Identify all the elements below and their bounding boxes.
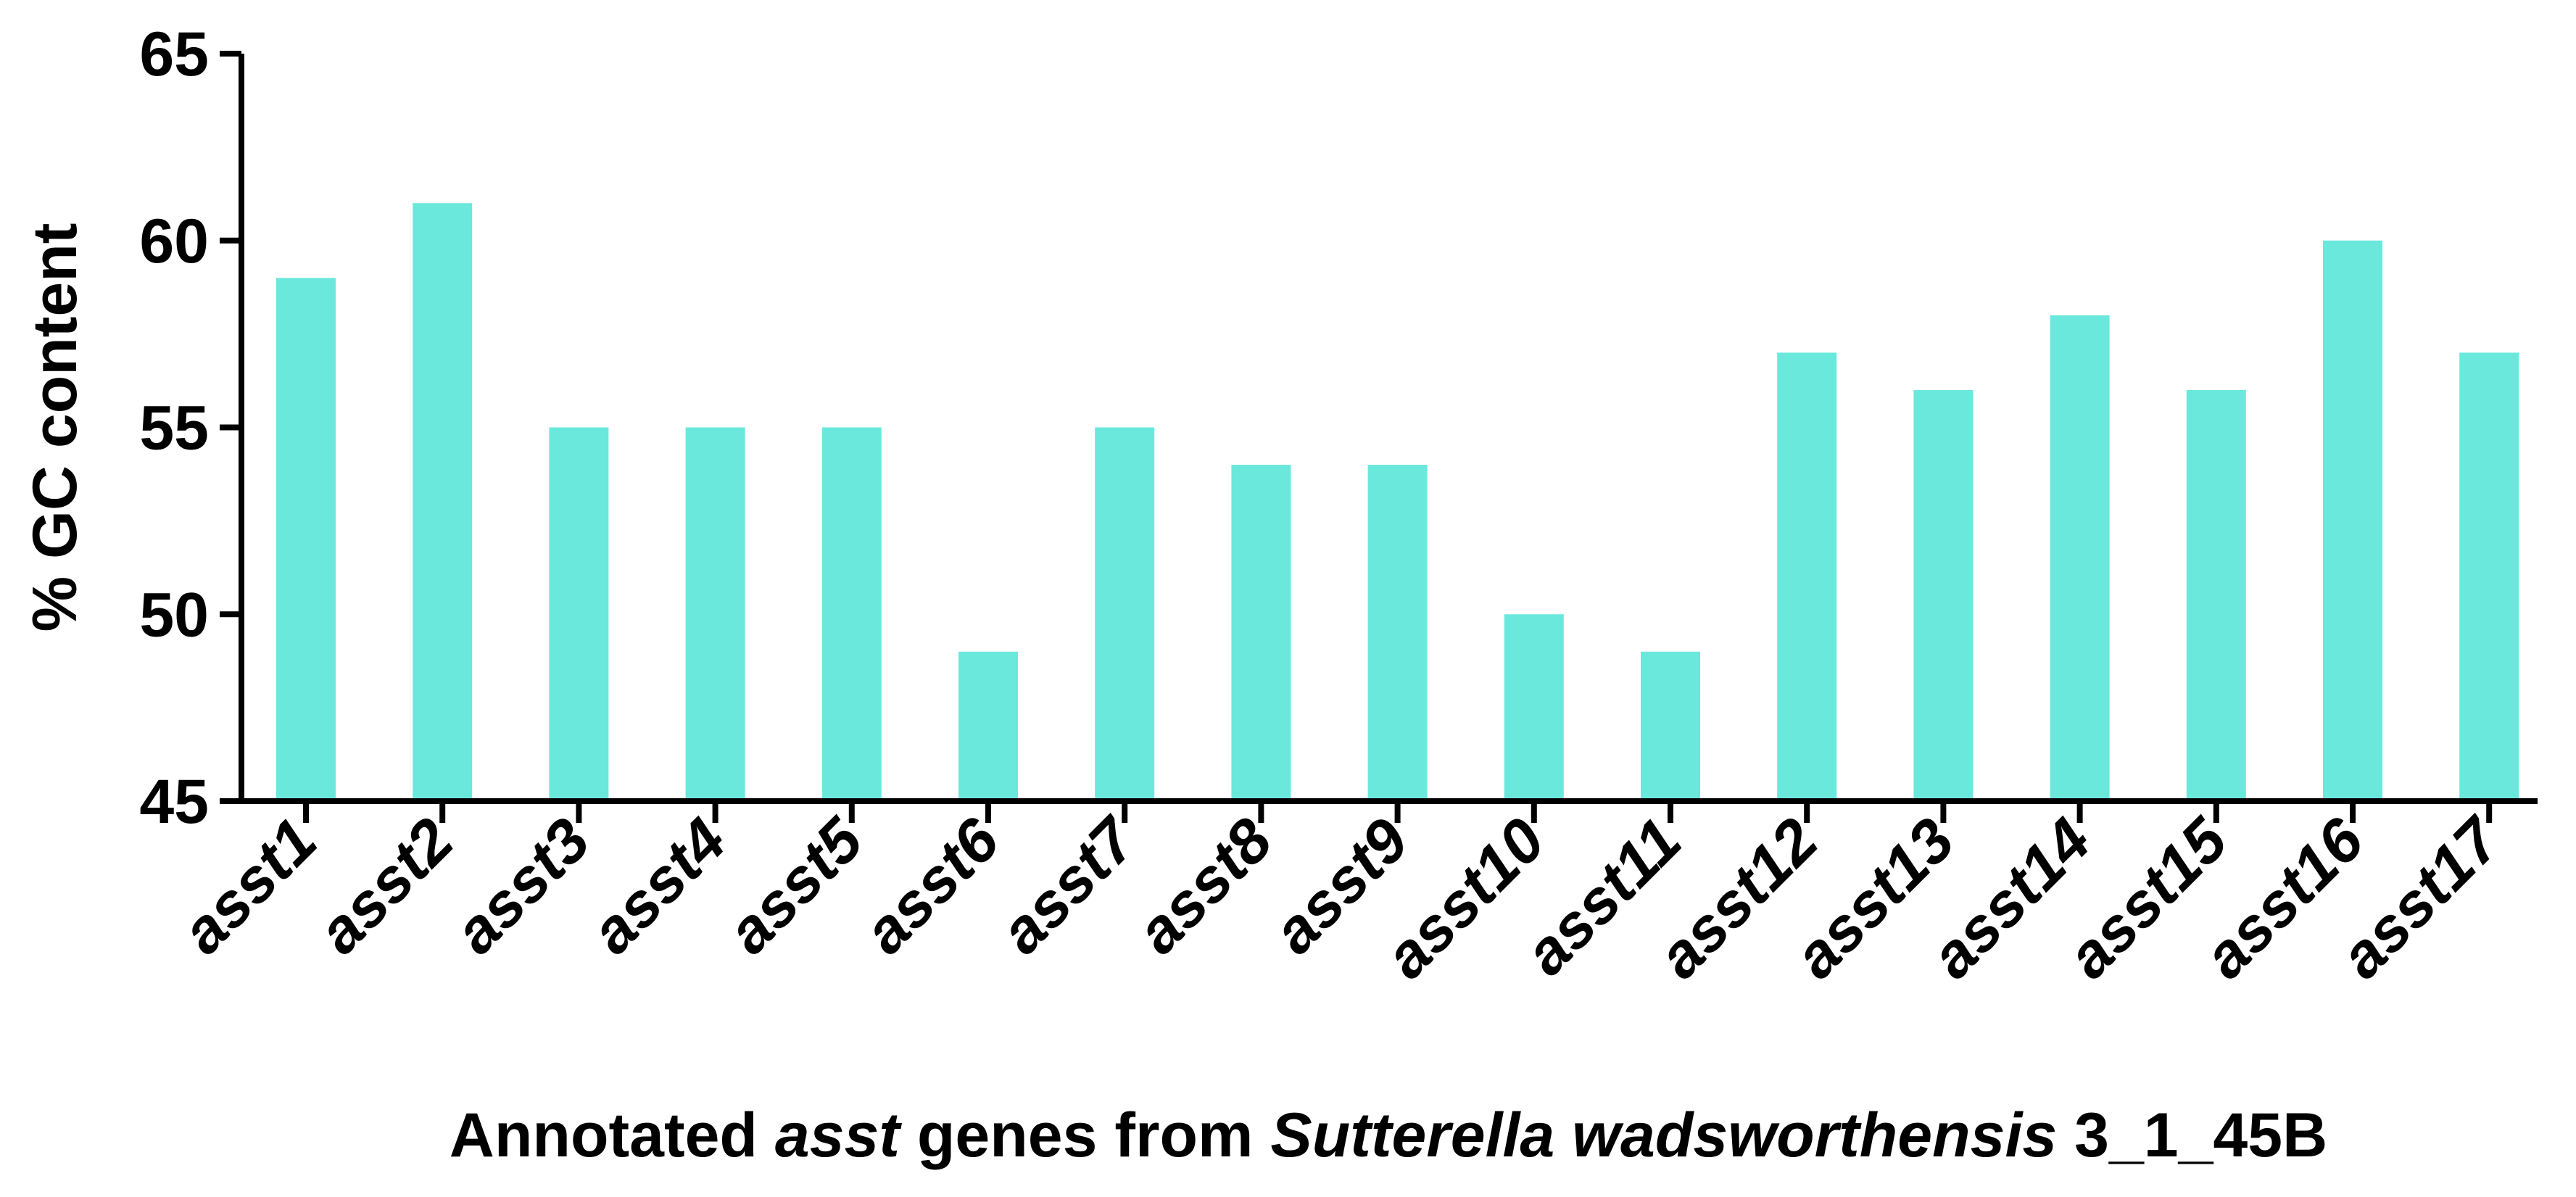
x-tick-label-asst6: asst6	[850, 805, 1013, 967]
bar-asst10	[1504, 614, 1564, 801]
x-tick-label-asst5: asst5	[714, 805, 877, 967]
bar-asst15	[2186, 389, 2246, 801]
bar-asst16	[2323, 240, 2382, 801]
bar-asst6	[958, 651, 1018, 801]
y-axis-ticks: 45 50 55 60 65	[139, 20, 241, 837]
bar-asst2	[413, 203, 473, 801]
y-tick-label: 55	[139, 394, 209, 463]
x-tick-label-asst8: asst8	[1123, 805, 1285, 967]
y-tick-label: 65	[139, 20, 209, 89]
y-tick-label: 60	[139, 207, 209, 276]
x-axis-title-part2: asst	[775, 1101, 902, 1170]
bar-asst3	[549, 427, 609, 801]
x-tick-label-asst17: asst17	[2327, 803, 2515, 992]
bar-asst9	[1367, 465, 1428, 801]
x-tick-label-asst3: asst3	[441, 805, 602, 967]
bar-asst14	[2050, 315, 2110, 802]
bar-asst12	[1777, 352, 1837, 801]
x-axis-title: Annotated asst genes from Sutterella wad…	[450, 1101, 2327, 1170]
x-axis-title-part4: Sutterella wadsworthensis	[1270, 1101, 2057, 1170]
bar-asst11	[1641, 651, 1700, 801]
bar-asst8	[1231, 465, 1291, 801]
x-tick-label-asst2: asst2	[305, 805, 466, 967]
x-axis-title-part1: Annotated	[450, 1101, 775, 1170]
y-tick-label: 45	[139, 767, 209, 837]
x-axis-ticks: asst1asst2asst3asst4asst5asst6asst7asst8…	[168, 801, 2516, 992]
x-tick-label-asst4: asst4	[578, 805, 740, 967]
bar-asst13	[1913, 389, 1974, 801]
bar-asst17	[2459, 352, 2519, 801]
bar-asst4	[685, 427, 745, 801]
x-axis-title-part3: genes from	[900, 1101, 1270, 1170]
bar-asst5	[821, 427, 882, 801]
bars-group	[276, 203, 2519, 802]
y-tick-label: 50	[139, 580, 209, 650]
y-axis-title: % GC content	[20, 223, 90, 632]
x-tick-label-asst7: asst7	[987, 803, 1151, 967]
bar-asst7	[1095, 427, 1155, 801]
bar-asst1	[276, 278, 336, 801]
x-axis-title-part5: 3_1_45B	[2057, 1101, 2327, 1170]
